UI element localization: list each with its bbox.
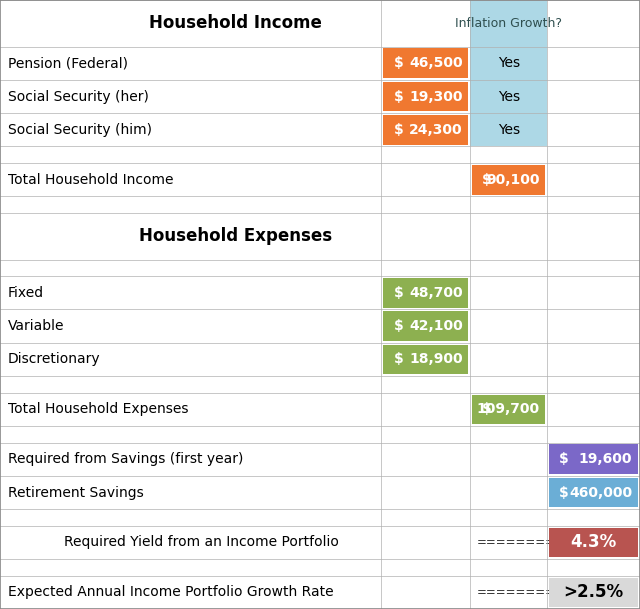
Text: Household Expenses: Household Expenses — [139, 227, 332, 245]
Bar — [383, 82, 468, 111]
Text: Pension (Federal): Pension (Federal) — [8, 56, 128, 70]
Bar — [470, 47, 547, 80]
Bar — [0, 276, 640, 309]
Text: $: $ — [559, 452, 568, 466]
Text: 46,500: 46,500 — [409, 56, 463, 70]
Text: >2.5%: >2.5% — [564, 583, 623, 601]
Bar — [383, 278, 468, 308]
Bar — [0, 576, 640, 609]
Bar — [472, 395, 545, 424]
Text: Expected Annual Income Portfolio Growth Rate: Expected Annual Income Portfolio Growth … — [8, 585, 333, 599]
Text: Social Security (her): Social Security (her) — [8, 90, 148, 104]
Text: Total Household Income: Total Household Income — [8, 173, 173, 187]
Bar — [470, 80, 547, 113]
Bar — [0, 526, 640, 559]
Bar — [0, 196, 640, 213]
Bar — [383, 345, 468, 374]
Text: Retirement Savings: Retirement Savings — [8, 485, 143, 499]
Text: Required Yield from an Income Portfolio: Required Yield from an Income Portfolio — [64, 535, 339, 549]
Text: $: $ — [394, 56, 403, 70]
Bar — [383, 311, 468, 341]
Text: 460,000: 460,000 — [569, 485, 632, 499]
Text: $: $ — [394, 353, 403, 367]
Text: $: $ — [394, 90, 403, 104]
Text: 109,700: 109,700 — [476, 403, 540, 417]
Bar — [549, 477, 638, 507]
Bar — [0, 343, 640, 376]
Text: $: $ — [394, 319, 403, 333]
Text: Social Security (him): Social Security (him) — [8, 123, 152, 137]
Bar — [470, 113, 547, 146]
Bar — [0, 163, 640, 196]
Bar — [0, 509, 640, 526]
Bar — [549, 445, 638, 474]
Bar — [383, 115, 468, 144]
Bar — [0, 443, 640, 476]
Bar — [549, 527, 638, 557]
Bar — [383, 49, 468, 78]
Text: $: $ — [559, 485, 568, 499]
Text: Discretionary: Discretionary — [8, 353, 100, 367]
Text: Household Income: Household Income — [148, 14, 322, 32]
Text: $: $ — [394, 286, 403, 300]
Text: $: $ — [482, 173, 492, 187]
Text: 90,100: 90,100 — [486, 173, 540, 187]
Bar — [0, 146, 640, 163]
Text: Yes: Yes — [498, 123, 520, 137]
Text: 42,100: 42,100 — [409, 319, 463, 333]
Text: $: $ — [394, 123, 403, 137]
Bar — [0, 47, 640, 80]
Text: ==============>: ==============> — [477, 586, 625, 599]
Text: 19,300: 19,300 — [409, 90, 463, 104]
Text: Inflation Growth?: Inflation Growth? — [455, 17, 563, 30]
Bar — [0, 113, 640, 146]
Bar — [0, 259, 640, 276]
Text: 18,900: 18,900 — [409, 353, 463, 367]
Text: 24,300: 24,300 — [409, 123, 463, 137]
Text: 4.3%: 4.3% — [570, 533, 617, 551]
Bar — [0, 376, 640, 393]
Text: Required from Savings (first year): Required from Savings (first year) — [8, 452, 243, 466]
Bar — [0, 476, 640, 509]
Bar — [0, 213, 640, 259]
Text: $: $ — [482, 403, 492, 417]
Bar — [0, 393, 640, 426]
Text: Yes: Yes — [498, 56, 520, 70]
Text: 19,600: 19,600 — [579, 452, 632, 466]
Bar — [0, 80, 640, 113]
Text: Total Household Expenses: Total Household Expenses — [8, 403, 188, 417]
Text: ==============>: ==============> — [477, 536, 625, 549]
Bar — [0, 309, 640, 343]
Text: 48,700: 48,700 — [409, 286, 463, 300]
Text: Yes: Yes — [498, 90, 520, 104]
Bar — [549, 577, 638, 607]
Bar — [470, 0, 547, 47]
Text: Fixed: Fixed — [8, 286, 44, 300]
Bar — [472, 165, 545, 194]
Bar — [0, 426, 640, 443]
Bar — [0, 559, 640, 576]
Bar — [0, 0, 640, 47]
Text: Variable: Variable — [8, 319, 64, 333]
